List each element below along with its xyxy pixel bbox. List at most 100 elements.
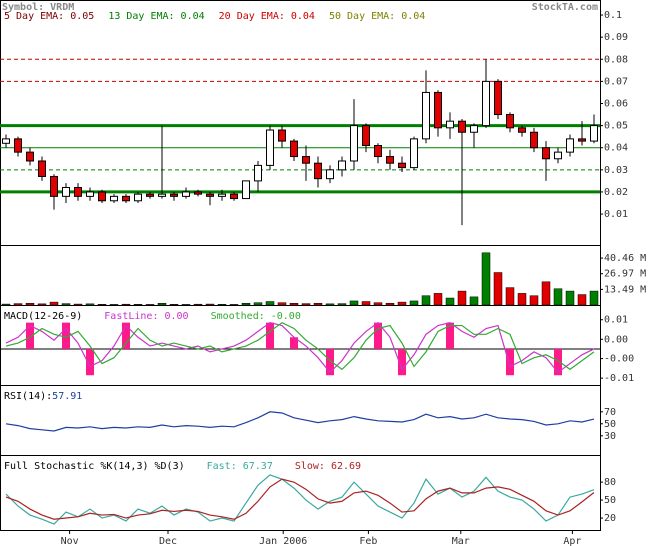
candle-body xyxy=(398,162,406,169)
volume-bar xyxy=(25,303,35,306)
y-tick-label: 0.01 xyxy=(604,209,628,220)
candle-body xyxy=(302,156,310,164)
y-tick-label: -0.01 xyxy=(604,373,634,384)
volume-bar xyxy=(433,293,443,306)
histogram-bar xyxy=(26,322,34,349)
candle-body xyxy=(134,193,142,202)
volume-bar xyxy=(145,304,155,306)
symbol: Symbol: VRDM xyxy=(2,2,74,13)
legend-name: 20 Day EMA: xyxy=(219,11,285,22)
candle-body xyxy=(506,114,514,129)
volume-bar xyxy=(481,252,491,306)
y-tick-label: -0.00 xyxy=(604,354,634,365)
series-line xyxy=(5,321,595,371)
site-name: StockTA.com xyxy=(532,2,598,13)
volume-bar xyxy=(97,304,107,306)
candle-body xyxy=(470,125,478,133)
volume-bar xyxy=(85,303,95,306)
x-tick-label: Feb xyxy=(359,536,377,546)
y-tick-label: 0.06 xyxy=(604,98,628,109)
candle-body xyxy=(230,193,238,200)
panel-title: RSI(14): xyxy=(4,391,52,402)
volume-bar xyxy=(49,301,59,306)
volume-bar xyxy=(73,303,83,306)
histogram-bar xyxy=(122,322,130,349)
volume-bar xyxy=(493,272,503,306)
volume-bar xyxy=(313,303,323,306)
legend-value: 57.91 xyxy=(52,391,82,402)
legend: Full Stochastic %K(14,3) %D(3) Fast: 67.37… xyxy=(4,461,361,472)
candle-body xyxy=(254,164,262,182)
y-tick-label: 40.46 M xyxy=(604,253,646,264)
legend: RSI(14):57.91 xyxy=(4,391,82,402)
x-tick-label: Apr xyxy=(563,536,581,546)
y-tick-label: 70 xyxy=(604,407,616,418)
candle-body xyxy=(194,191,202,195)
candle-body xyxy=(278,129,286,142)
volume-bar xyxy=(157,303,167,306)
candle-body xyxy=(146,193,154,197)
volume-bar xyxy=(373,302,383,306)
x-tick-label: Mar xyxy=(452,536,470,546)
candle-body xyxy=(482,80,490,127)
candle-body xyxy=(62,187,70,197)
y-tick-label: 0.07 xyxy=(604,76,628,87)
y-tick-label: 50 xyxy=(604,419,616,430)
y-tick-label: 80 xyxy=(604,477,616,488)
candle-body xyxy=(314,162,322,180)
candle-body xyxy=(218,193,226,197)
candle-body xyxy=(14,138,22,153)
volume-bar xyxy=(553,288,563,306)
y-tick-label: 0.01 xyxy=(604,315,628,326)
volume-bar xyxy=(229,304,239,306)
volume-bar xyxy=(457,290,467,306)
candle-body xyxy=(242,180,250,200)
volume-bar xyxy=(37,303,47,306)
candle-body xyxy=(578,138,586,142)
y-tick-label: 30 xyxy=(604,431,616,442)
candle-body xyxy=(206,193,214,197)
candle-body xyxy=(170,193,178,197)
candle-body xyxy=(374,145,382,158)
candle-body xyxy=(410,138,418,169)
histogram-bar xyxy=(326,348,334,376)
volume-bar xyxy=(301,303,311,306)
y-tick-label: 0.08 xyxy=(604,54,628,65)
volume-bar xyxy=(541,281,551,306)
candle-body xyxy=(494,80,502,116)
legend-name: Fast: xyxy=(207,461,237,472)
volume-bar xyxy=(361,301,371,306)
candle-body xyxy=(422,91,430,140)
candle-body xyxy=(110,195,118,202)
volume-bar xyxy=(193,303,203,306)
candle-body xyxy=(530,131,538,149)
legend-value: 0.04 xyxy=(401,11,425,22)
histogram-bar xyxy=(506,348,514,376)
panel-title: Full Stochastic %K(14,3) %D(3) xyxy=(4,461,185,472)
candle-body xyxy=(2,138,10,144)
histogram-bar xyxy=(374,322,382,349)
panel-title: MACD(12-26-9) xyxy=(4,311,82,322)
volume-bar xyxy=(397,301,407,306)
volume-bar xyxy=(133,304,143,306)
candle-body xyxy=(122,195,130,202)
candle-body xyxy=(362,125,370,147)
volume-bar xyxy=(565,290,575,306)
legend-value: 0.04 xyxy=(181,11,205,22)
panel-frame xyxy=(0,455,601,531)
candle-body xyxy=(26,151,34,162)
volume-bar xyxy=(217,304,227,306)
candle-body xyxy=(590,125,598,142)
candle-body xyxy=(158,193,166,197)
y-tick-label: 26.97 M xyxy=(604,269,646,280)
volume-bar xyxy=(337,303,347,306)
series-line xyxy=(5,411,595,432)
y-tick-label: 20 xyxy=(604,513,616,524)
candle-body xyxy=(74,187,82,197)
candle-body xyxy=(290,140,298,158)
y-tick-label: 0.03 xyxy=(604,165,628,176)
y-tick-label: 0.04 xyxy=(604,143,628,154)
volume-bar xyxy=(421,295,431,306)
volume-bar xyxy=(61,303,71,306)
